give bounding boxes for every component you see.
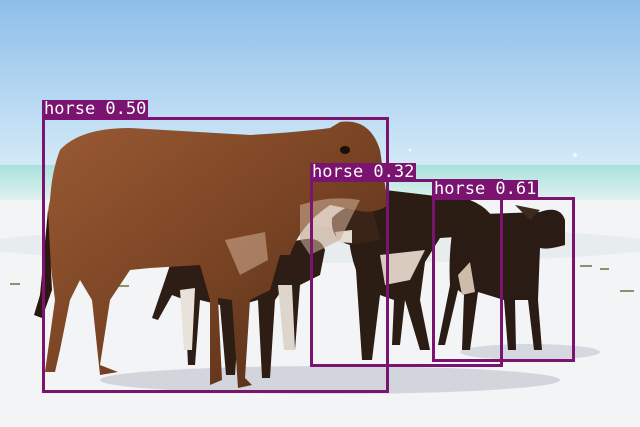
detection-box-horse-1 — [42, 117, 389, 393]
cow-large — [34, 121, 388, 389]
detection-box-horse-3 — [432, 197, 575, 362]
detection-label-horse-3: horse 0.61 — [432, 179, 539, 199]
detection-label-horse-1: horse 0.50 — [42, 99, 149, 119]
detection-label-horse-2: horse 0.32 — [310, 162, 417, 182]
